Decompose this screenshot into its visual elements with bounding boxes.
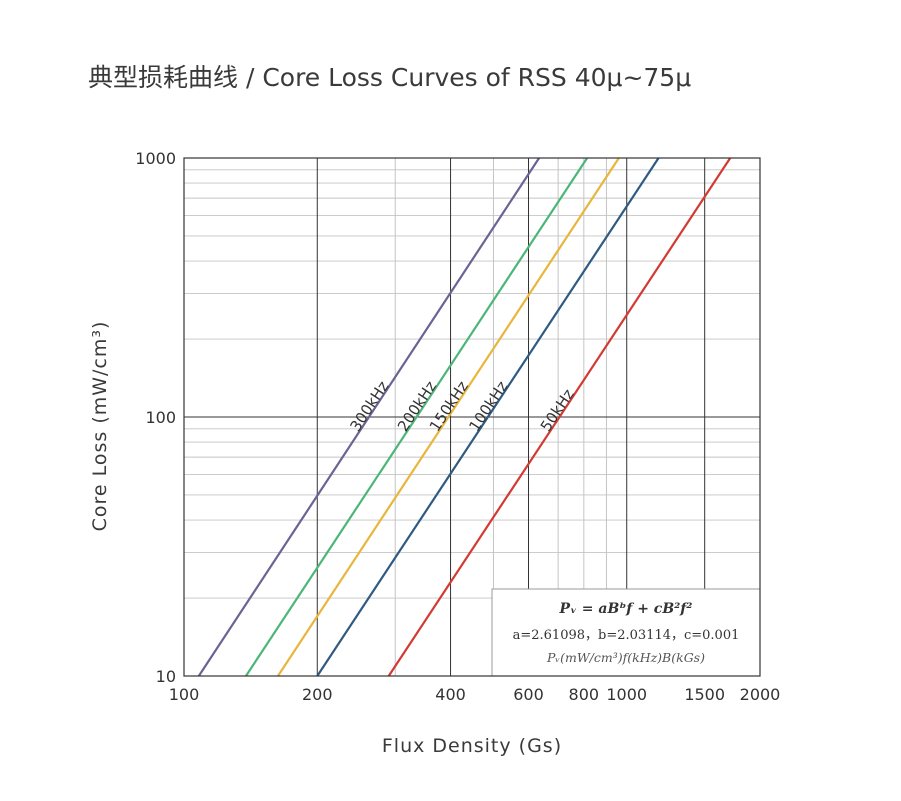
x-tick-labels: 100 200 400 600 800 1000 1500 2000 [169, 685, 781, 704]
formula-equation: Pᵥ = aBᵇf + cB²f² [559, 601, 693, 617]
x-tick-label: 800 [569, 685, 600, 704]
formula-units: Pᵥ(mW/cm³)f(kHz)B(kGs) [546, 650, 705, 665]
x-tick-label: 200 [302, 685, 333, 704]
formula-box [491, 588, 761, 677]
series-line-200kHz [245, 157, 589, 677]
series-lines [197, 157, 732, 677]
plot-frame [183, 157, 761, 677]
grid-major [184, 158, 760, 676]
y-tick-label: 1000 [135, 149, 176, 168]
x-tick-label: 2000 [740, 685, 781, 704]
x-tick-label: 600 [513, 685, 544, 704]
chart-title: 典型损耗曲线 / Core Loss Curves of RSS 40μ~75μ [88, 63, 692, 92]
y-axis-title: Core Loss (mW/cm³) [89, 321, 111, 532]
y-tick-labels: 10 100 1000 [135, 149, 176, 686]
x-tick-label: 1500 [684, 685, 725, 704]
x-tick-label: 100 [169, 685, 200, 704]
y-tick-label: 10 [156, 667, 176, 686]
x-axis-title: Flux Density (Gs) [382, 735, 562, 757]
y-tick-label: 100 [145, 408, 176, 427]
x-tick-label: 1000 [606, 685, 647, 704]
series-line-100kHz [316, 157, 660, 677]
series-line-150kHz [277, 157, 620, 677]
series-line-50kHz [387, 157, 732, 677]
x-tick-label: 400 [435, 685, 466, 704]
series-line-300kHz [197, 157, 541, 677]
formula-coefficients: a=2.61098，b=2.03114，c=0.001 [513, 628, 740, 643]
